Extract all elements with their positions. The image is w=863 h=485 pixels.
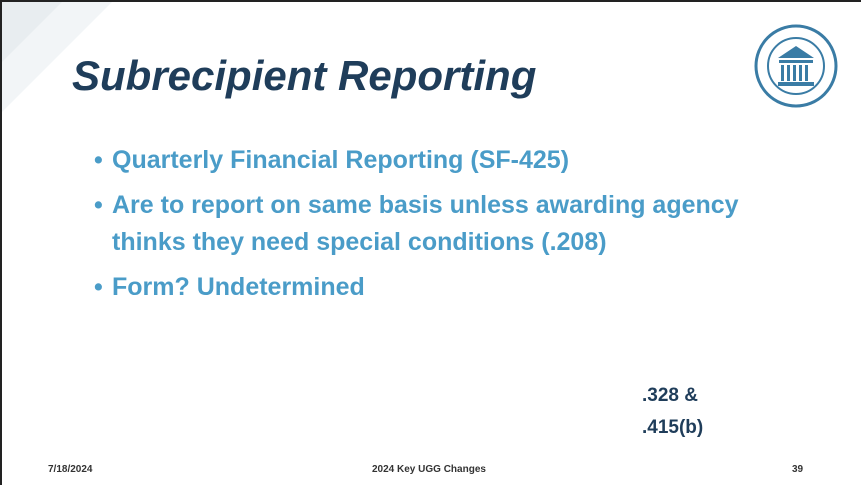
- decor: [2, 2, 112, 112]
- footer-title: 2024 Key UGG Changes: [372, 464, 486, 475]
- bullet: Are to report on same basis unless award…: [94, 187, 794, 261]
- page-number: 39: [792, 464, 804, 475]
- bullet: Form? Undetermined: [94, 269, 794, 306]
- footer-date: 7/18/2024: [48, 464, 93, 475]
- citation-line: .415(b): [642, 417, 704, 438]
- title: Subrecipient Reporting: [72, 52, 537, 99]
- bullet-list: Quarterly Financial Reporting (SF-425) A…: [94, 142, 794, 314]
- bullet: Quarterly Financial Reporting (SF-425): [94, 142, 794, 179]
- citation: .328 & .415(b): [642, 380, 703, 444]
- citation-line: .328 &: [642, 385, 698, 406]
- logo: [754, 24, 838, 108]
